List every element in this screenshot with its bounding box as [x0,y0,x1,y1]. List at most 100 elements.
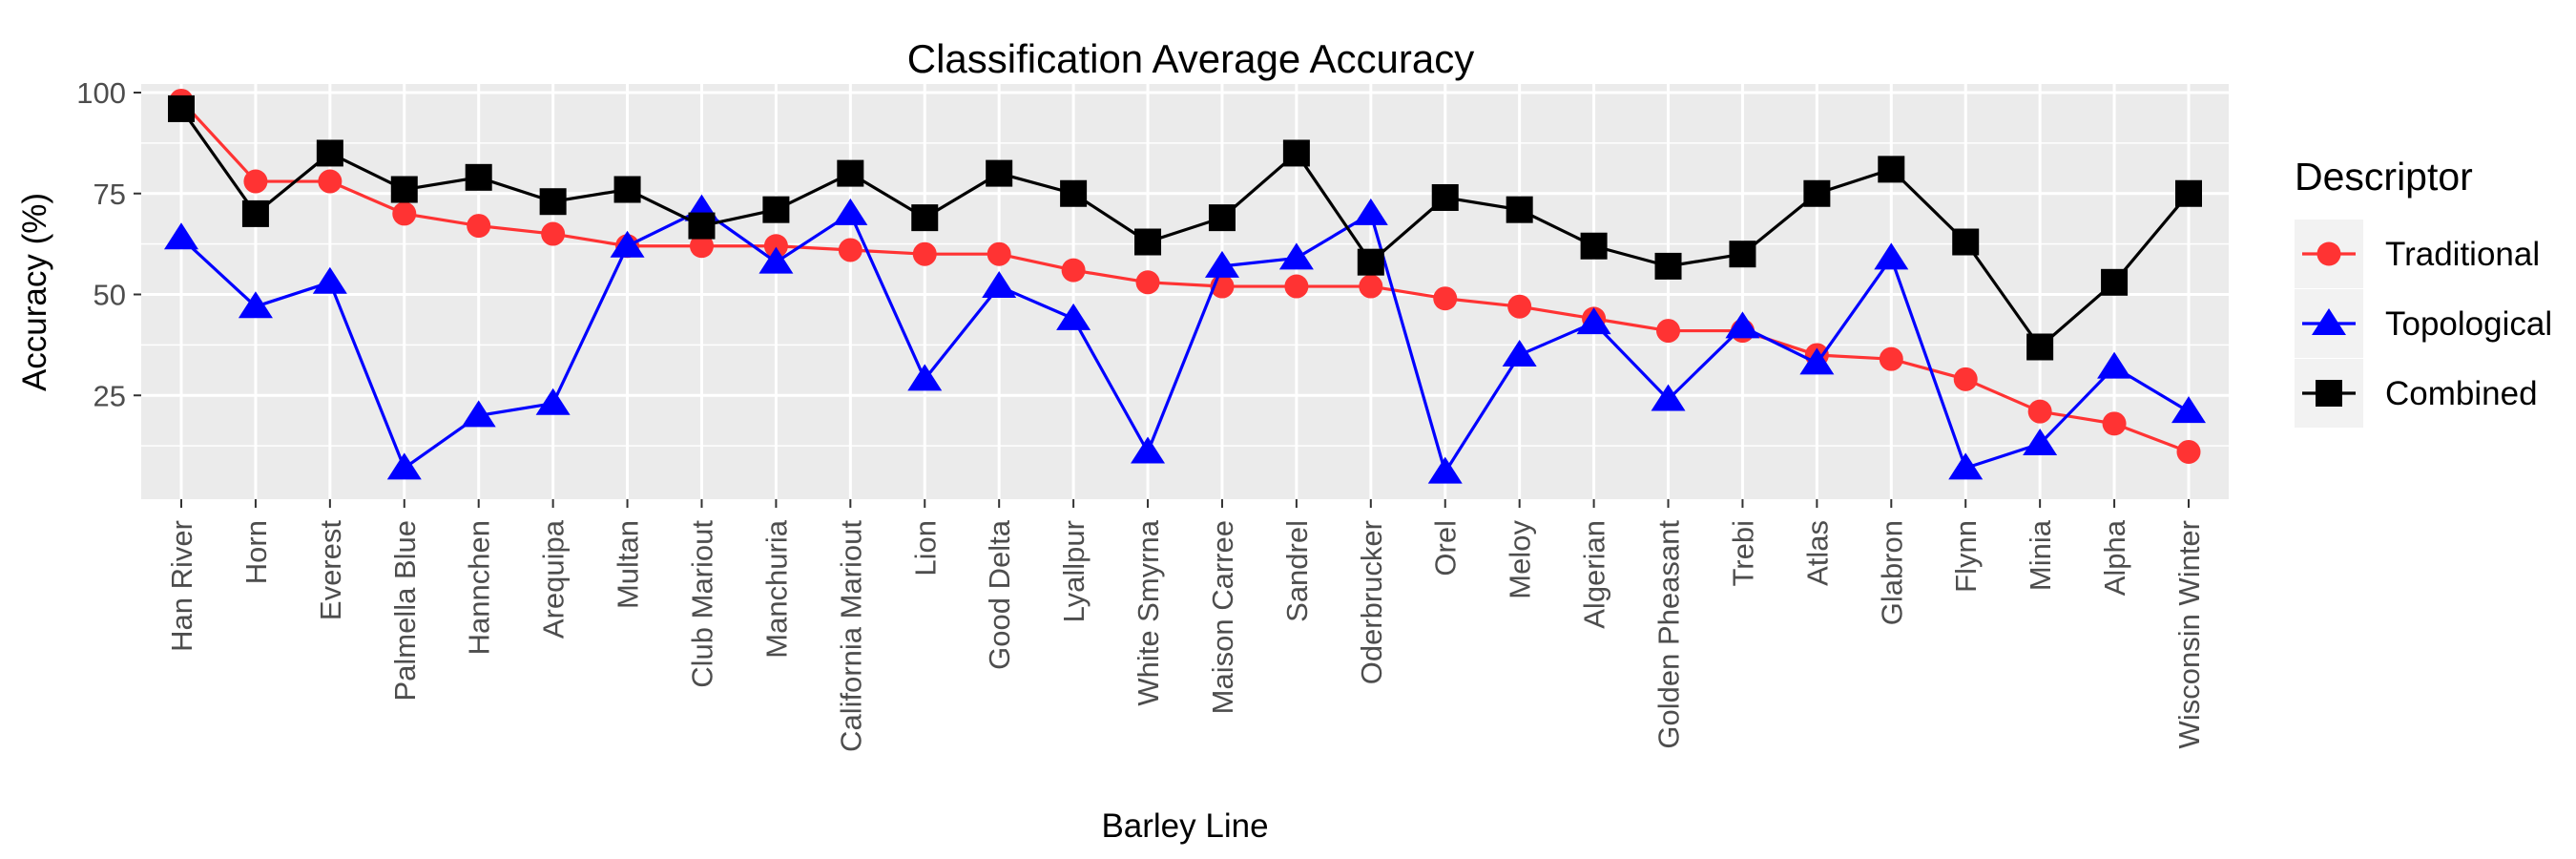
x-tick-label: Good Delta [983,519,1016,670]
y-tick-label: 100 [76,76,126,110]
x-tick-label: Orel [1429,520,1463,576]
x-tick-label: Oderbrucker [1355,520,1388,684]
data-point [2027,399,2052,424]
data-point [318,169,343,194]
x-axis: Han River Horn Everest Palmella Blue Hannche… [165,499,2206,752]
x-tick-label: Lion [908,520,942,576]
data-point [1134,228,1162,256]
y-tick-label: 75 [93,178,126,211]
data-point [1729,241,1756,268]
data-point [1131,436,1166,464]
data-point [465,163,492,191]
data-point [1879,346,1903,371]
x-tick-label: Golden Pheasant [1652,520,1686,749]
y-tick-label: 50 [93,279,126,312]
data-point [241,199,269,227]
data-point [2176,439,2201,464]
data-point [1056,303,1091,330]
data-point [2101,268,2129,296]
data-point [758,246,794,274]
data-point [689,234,714,259]
data-point [467,214,491,239]
chart-title: Classification Average Accuracy [907,36,1475,81]
data-point [1427,456,1463,484]
x-tick-label: Club Mariout [685,520,718,688]
x-tick-label: Horn [239,520,273,584]
x-tick-label: Manchuria [759,519,793,658]
x-axis-title: Barley Line [1101,807,1268,845]
series-topological [164,194,2206,484]
x-tick-label: Multan [612,520,645,609]
data-point [1725,311,1760,339]
minor-grid [141,142,2229,447]
data-point [1284,274,1309,299]
x-tick-label: Meloy [1504,520,1537,599]
data-point [2102,411,2127,436]
legend-item: Topological [2295,289,2552,358]
data-point [1204,250,1239,278]
data-point [2171,396,2206,424]
data-point [2175,179,2202,207]
data-point [316,139,343,167]
x-tick-label: California Mariout [834,520,867,752]
data-point [1135,270,1160,295]
y-tick-label: 25 [93,379,126,412]
x-tick-label: Flynn [1949,520,1983,593]
data-point [1433,286,1458,311]
data-point [1580,232,1608,260]
data-point [1576,307,1611,335]
legend-key-marker [2316,380,2342,407]
legend-label: Traditional [2385,236,2540,273]
data-point [1874,242,1909,270]
data-point [763,234,788,259]
x-tick-label: Han River [165,520,198,652]
data-point [1506,196,1533,223]
series-line [179,99,2190,453]
data-point [1654,252,1682,280]
data-point [1431,183,1459,211]
x-tick-label: Wisconsin Winter [2172,520,2206,748]
data-point [1353,198,1388,225]
data-point [907,364,943,391]
data-point [1208,204,1236,232]
data-point [1651,384,1686,411]
x-tick-label: Palmella Blue [388,520,422,702]
data-point [243,169,268,194]
data-point [1359,274,1383,299]
data-point [1878,156,1905,183]
legend-title: Descriptor [2295,155,2473,199]
data-point [461,400,496,428]
data-point [986,159,1013,187]
data-point [762,196,790,223]
data-point [1803,179,1831,207]
data-point [838,238,862,262]
data-point [1799,347,1835,375]
data-point [1282,139,1310,167]
x-tick-label: Atlas [1800,520,1834,586]
data-point [386,452,422,480]
data-point [1656,319,1681,344]
y-axis: 25 50 75 100 [76,76,141,412]
legend-label: Topological [2385,305,2552,343]
plot-panel [141,84,2229,499]
legend-label: Combined [2385,375,2538,412]
x-tick-label: Alpha [2098,519,2131,596]
x-tick-label: Lyallpur [1057,520,1091,622]
data-point [238,291,273,319]
data-point [390,176,418,203]
data-point [164,222,198,250]
data-point [168,94,195,122]
x-tick-label: Algerian [1578,520,1611,629]
data-point [1278,242,1314,270]
data-point [1507,294,1532,319]
x-tick-label: Arequipa [537,519,571,639]
series-line [179,208,2190,474]
data-point [2026,333,2054,361]
x-tick-label: White Smyrna [1132,519,1165,705]
data-point [1953,367,1978,391]
data-point [982,271,1017,299]
series-line [179,107,2191,349]
data-point [837,159,864,187]
data-point [1952,228,1980,256]
